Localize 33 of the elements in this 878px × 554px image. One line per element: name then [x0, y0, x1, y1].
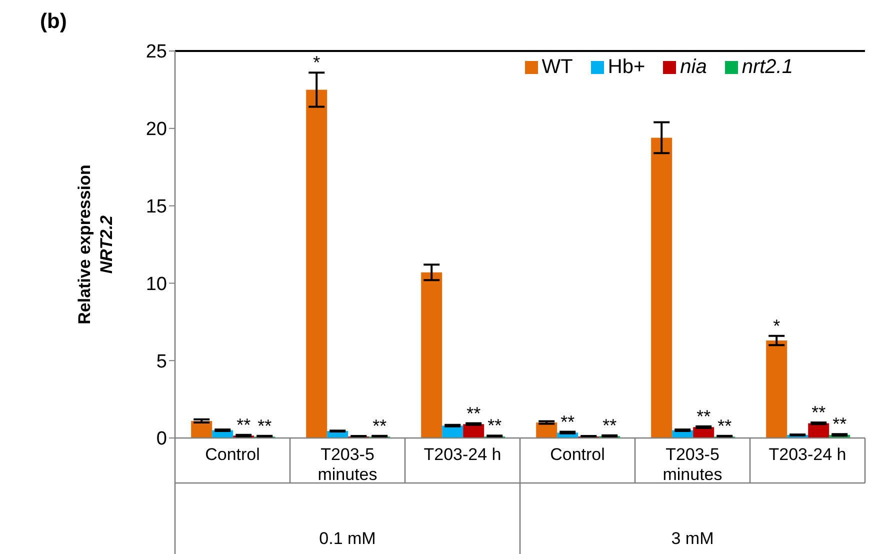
text: 3 mM	[671, 529, 714, 548]
x-tick-label: T203-24 h	[768, 445, 846, 464]
data-label: **	[812, 402, 826, 423]
chart-title: (b)	[40, 10, 67, 34]
legend-label: nrt2.1	[742, 56, 793, 79]
text: 0.1 mM	[319, 529, 376, 548]
data-label: **	[236, 414, 251, 435]
data-label: **	[832, 414, 847, 434]
y-tick-label: 5	[156, 351, 167, 372]
data-label: *	[773, 316, 780, 336]
y-axis-title: Relative expression NRT2.2	[75, 164, 116, 324]
x-tick-label: T203-5 minutes	[662, 445, 722, 484]
legend-label: Hb+	[608, 56, 646, 79]
data-label: **	[488, 416, 502, 436]
data-label: **	[372, 416, 387, 436]
y-tick-label: 20	[146, 119, 167, 140]
x-tick-label: Control	[205, 445, 260, 464]
data-label: *	[313, 52, 320, 73]
data-label: **	[718, 416, 732, 436]
x-tick-label: Control	[550, 445, 605, 464]
data-label: **	[696, 406, 711, 426]
y-tick-label: 15	[146, 196, 167, 218]
x-tick-label: T203-24 h	[424, 445, 502, 464]
data-label: **	[560, 412, 575, 432]
y-tick-label: 25	[146, 42, 167, 63]
legend-label: WT	[542, 56, 573, 79]
data-label: **	[466, 403, 481, 424]
y-tick-label: 10	[146, 274, 167, 295]
legend-label: nia	[680, 56, 707, 79]
data-label: **	[258, 416, 272, 436]
y-tick-label: 0	[156, 428, 167, 450]
x-tick-label: T203-5 minutes	[318, 445, 378, 484]
data-label: **	[602, 415, 617, 436]
